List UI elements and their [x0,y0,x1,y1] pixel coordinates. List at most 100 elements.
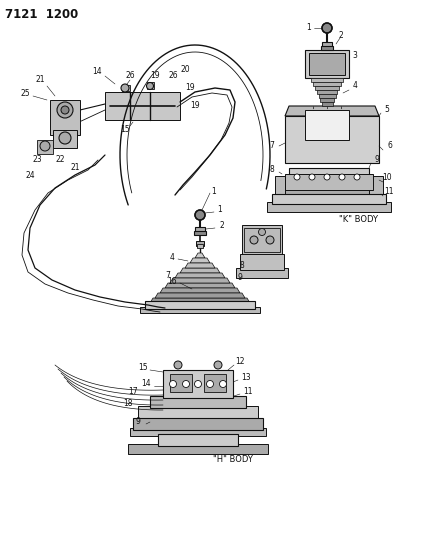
Polygon shape [150,298,250,303]
Bar [322,102,333,106]
Bar [196,241,204,246]
Text: 21: 21 [35,76,45,85]
Circle shape [182,381,190,387]
Bar [195,227,205,232]
Circle shape [322,23,332,33]
Text: 24: 24 [25,172,35,181]
Bar [317,90,337,94]
Text: 4: 4 [169,253,175,262]
Bar [197,244,203,248]
Circle shape [121,84,129,92]
Text: "K" BODY: "K" BODY [339,215,378,224]
Bar [275,176,285,196]
Text: 16: 16 [167,277,177,286]
Circle shape [220,381,226,387]
Text: 1: 1 [211,187,217,196]
Bar [122,85,130,91]
Text: 1: 1 [306,23,312,33]
Circle shape [174,361,182,369]
Text: 9: 9 [238,272,242,281]
Circle shape [169,381,176,387]
Circle shape [294,174,300,180]
Text: "H" BODY: "H" BODY [213,456,253,464]
Bar [313,82,341,86]
Text: 8: 8 [270,166,274,174]
Text: 1: 1 [217,206,223,214]
Polygon shape [285,116,379,163]
Polygon shape [105,92,180,120]
Text: 15: 15 [138,364,148,373]
Bar [37,140,53,154]
Bar [320,98,334,102]
Bar [130,428,266,436]
Circle shape [266,236,274,244]
Bar [133,418,263,430]
Bar [272,194,386,204]
Circle shape [214,361,222,369]
Bar [170,374,192,392]
Circle shape [195,210,205,220]
Text: 9: 9 [374,156,380,165]
Polygon shape [170,278,230,283]
Circle shape [259,229,265,236]
Text: 18: 18 [123,400,133,408]
Circle shape [194,381,202,387]
Bar [311,78,343,82]
Bar [140,307,260,313]
Bar [242,225,282,255]
Text: 8: 8 [240,261,244,270]
Text: 7: 7 [166,271,170,279]
Text: 2: 2 [339,31,343,41]
Text: 12: 12 [235,358,245,367]
Bar [50,100,80,135]
Text: 20: 20 [180,66,190,75]
Text: 23: 23 [32,156,42,165]
Bar [244,228,280,252]
Text: 26: 26 [168,70,178,79]
Bar [321,46,333,50]
Text: 4: 4 [353,82,357,91]
Text: 3: 3 [353,52,357,61]
Text: 13: 13 [241,374,251,383]
Text: 2: 2 [220,221,224,230]
Bar [158,434,238,446]
Text: 5: 5 [385,106,389,115]
Bar [236,268,288,278]
Text: 10: 10 [382,174,392,182]
Text: 19: 19 [150,70,160,79]
Polygon shape [190,258,210,263]
Bar [282,182,376,200]
Polygon shape [160,288,240,293]
Bar [147,82,154,89]
Polygon shape [185,263,215,268]
Text: 14: 14 [92,68,102,77]
Text: 11: 11 [243,387,253,397]
Circle shape [40,141,50,151]
Text: 9: 9 [136,417,140,426]
Text: 7: 7 [270,141,274,150]
Circle shape [59,132,71,144]
Bar [285,174,373,190]
Text: 15: 15 [120,125,130,134]
Circle shape [146,83,154,90]
Bar [315,86,339,90]
Polygon shape [155,293,245,298]
Text: 17: 17 [128,387,138,397]
Circle shape [61,106,69,114]
Bar [305,110,349,140]
Text: 26: 26 [125,70,135,79]
Bar [138,406,258,420]
Polygon shape [285,106,379,116]
Bar [163,370,233,398]
Text: 19: 19 [185,84,195,93]
Text: 7121  1200: 7121 1200 [5,8,78,21]
Text: 21: 21 [70,164,80,173]
Circle shape [57,102,73,118]
Bar [289,168,369,186]
Circle shape [250,236,258,244]
Bar [145,301,255,309]
Text: 22: 22 [55,156,65,165]
Bar [150,396,246,408]
Polygon shape [175,273,225,278]
Bar [128,444,268,454]
